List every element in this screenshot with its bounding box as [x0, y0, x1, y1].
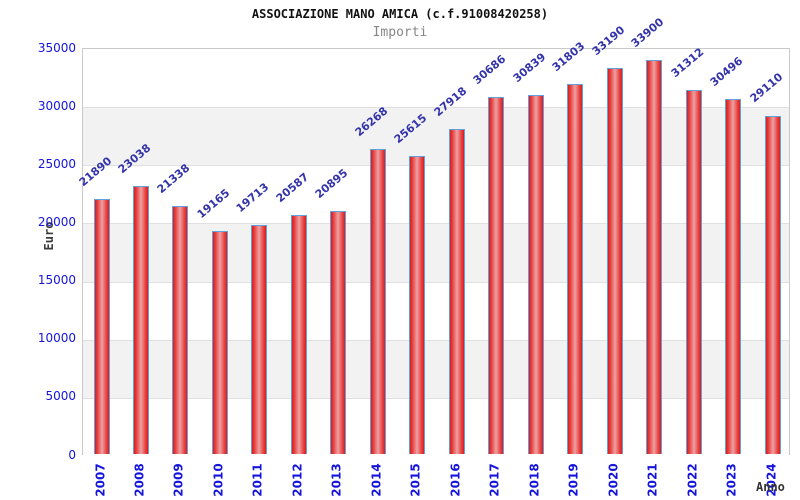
bar-2015: [409, 156, 426, 454]
plot-band: [83, 339, 789, 398]
gridline: [83, 107, 789, 109]
x-tick-label-2008: 2008: [132, 463, 147, 497]
plot-band: [83, 223, 789, 282]
y-tick-label: 25000: [37, 156, 76, 171]
bar-2022: [685, 89, 702, 454]
bar-2007: [93, 199, 110, 454]
x-tick-label-2019: 2019: [566, 463, 581, 497]
y-tick-label: 35000: [37, 40, 76, 55]
x-tick-label-2015: 2015: [408, 463, 423, 497]
plot-band: [83, 107, 789, 166]
x-tick-label-2016: 2016: [448, 463, 463, 497]
gridline: [83, 281, 789, 283]
bar-2009: [172, 205, 189, 454]
x-tick-label-2018: 2018: [527, 463, 542, 497]
x-tick-label-2020: 2020: [606, 463, 621, 497]
x-tick-label-2012: 2012: [290, 463, 305, 497]
bar-2020: [606, 68, 623, 454]
y-tick-label: 5000: [45, 389, 76, 404]
x-tick-label-2014: 2014: [369, 463, 384, 497]
bar-2017: [488, 97, 505, 454]
plot-band: [83, 49, 789, 108]
y-tick-label: 15000: [37, 273, 76, 288]
x-tick-label-2022: 2022: [685, 463, 700, 497]
bar-2010: [211, 231, 228, 454]
bar-2011: [251, 224, 268, 454]
x-tick-label-2007: 2007: [93, 463, 107, 497]
plot-area: [82, 48, 790, 456]
bar-2014: [369, 148, 386, 454]
x-tick-label-2011: 2011: [250, 463, 265, 497]
y-tick-label: 30000: [37, 98, 76, 113]
bar-2008: [132, 186, 149, 454]
y-tick-label: 0: [68, 447, 76, 462]
bar-2024: [764, 115, 781, 454]
x-tick-label-2023: 2023: [724, 463, 739, 497]
plot-band: [83, 165, 789, 224]
chart-title: ASSOCIAZIONE MANO AMICA (c.f.91008420258…: [251, 7, 549, 21]
x-tick-label-2017: 2017: [487, 463, 502, 497]
chart-subtitle: Importi: [372, 25, 428, 40]
x-tick-label-2013: 2013: [329, 463, 344, 497]
plot-band: [83, 397, 789, 456]
bar-2023: [725, 99, 742, 454]
x-axis-title: Anno: [756, 480, 785, 494]
bar-2018: [527, 95, 544, 454]
plot-band: [83, 281, 789, 340]
x-tick-label-2021: 2021: [645, 463, 660, 497]
gridline: [83, 339, 789, 341]
gridline: [83, 397, 789, 399]
bar-2021: [646, 59, 663, 454]
y-tick-label: 10000: [37, 331, 76, 346]
y-tick-label: 20000: [37, 214, 76, 229]
bar-2012: [290, 214, 307, 454]
bar-2013: [330, 211, 347, 454]
gridline: [83, 223, 789, 225]
x-tick-label-2009: 2009: [171, 463, 186, 497]
x-tick-label-2010: 2010: [211, 463, 226, 497]
bar-2016: [448, 129, 465, 454]
gridline: [83, 165, 789, 167]
bar-2019: [567, 84, 584, 454]
